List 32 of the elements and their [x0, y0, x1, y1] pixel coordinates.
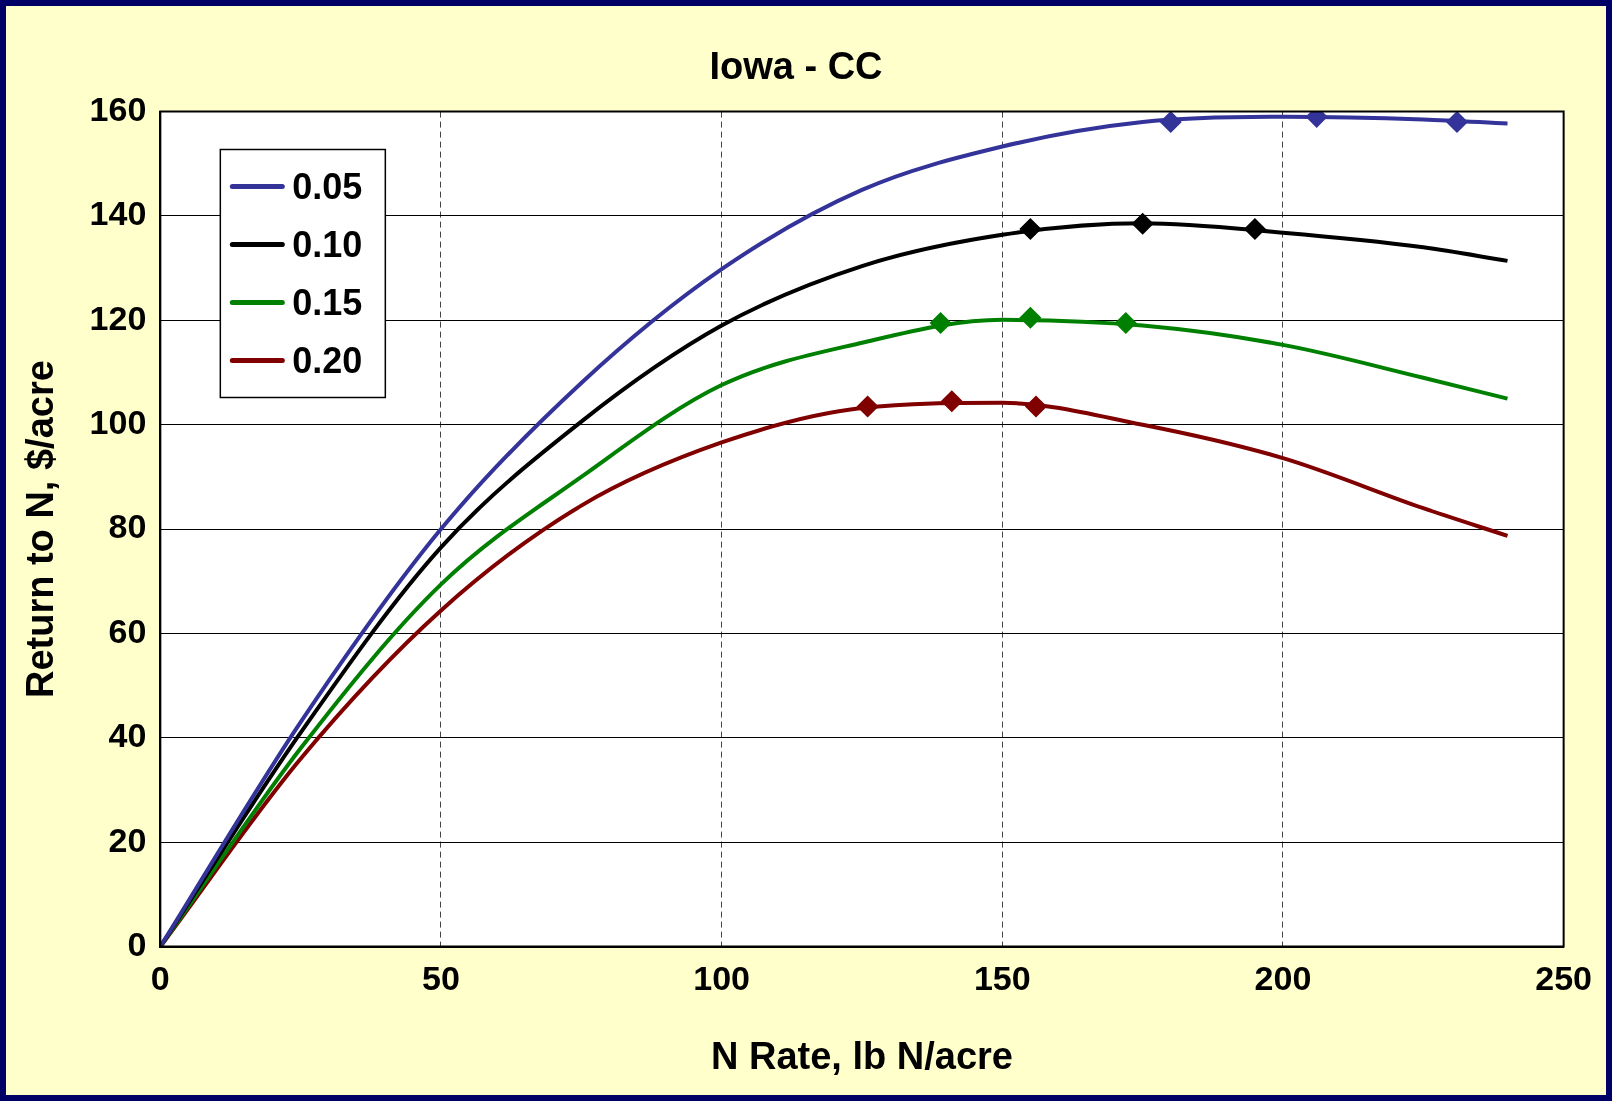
point: [1446, 111, 1468, 133]
point: [856, 395, 879, 418]
y-tick-label: 40: [108, 716, 147, 755]
x-tick-label: 150: [973, 959, 1031, 998]
legend-label: 0.15: [292, 281, 363, 323]
point: [1159, 111, 1182, 133]
x-tick-label: 250: [1535, 959, 1592, 998]
y-tick-label: 80: [108, 507, 147, 546]
y-tick-label: 20: [108, 820, 147, 859]
point: [1115, 312, 1137, 334]
y-tick-label: 60: [108, 611, 147, 650]
point: [1244, 218, 1266, 240]
x-tick-label: 50: [422, 959, 460, 998]
y-tick-label: 160: [89, 89, 147, 128]
legend-label: 0.05: [292, 165, 363, 207]
y-tick-label: 140: [89, 194, 147, 233]
x-axis-title: N Rate, lb N/acre: [710, 1034, 1013, 1077]
point: [1131, 213, 1154, 235]
point: [1019, 306, 1042, 329]
x-tick-label: 100: [693, 959, 751, 998]
y-tick-label: 100: [89, 403, 147, 442]
y-tick-label: 0: [127, 924, 147, 963]
legend-label: 0.20: [292, 339, 363, 381]
chart-title: Iowa - CC: [709, 45, 883, 88]
point: [941, 390, 963, 412]
y-axis-title: Return to N, $/acre: [19, 360, 62, 699]
point: [1019, 218, 1042, 240]
point: [1025, 395, 1047, 418]
x-tick-label: 200: [1254, 959, 1312, 998]
legend-label: 0.10: [292, 223, 363, 265]
point: [929, 312, 952, 334]
y-tick-label: 120: [89, 298, 147, 337]
